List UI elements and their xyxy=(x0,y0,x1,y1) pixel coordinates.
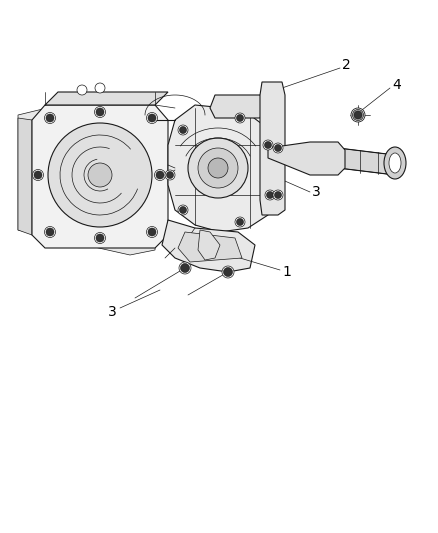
Circle shape xyxy=(180,263,189,272)
Polygon shape xyxy=(177,232,241,262)
Circle shape xyxy=(94,107,105,117)
Circle shape xyxy=(264,141,271,149)
Circle shape xyxy=(88,163,112,187)
Circle shape xyxy=(48,123,152,227)
Circle shape xyxy=(165,170,175,180)
Circle shape xyxy=(146,227,157,238)
Polygon shape xyxy=(168,105,277,232)
Ellipse shape xyxy=(388,153,400,173)
Polygon shape xyxy=(267,142,344,175)
Circle shape xyxy=(77,85,87,95)
Circle shape xyxy=(262,140,272,150)
Circle shape xyxy=(34,171,42,179)
Text: 4: 4 xyxy=(391,78,400,92)
Circle shape xyxy=(223,268,232,277)
Text: 1: 1 xyxy=(281,265,290,279)
Circle shape xyxy=(32,169,43,181)
Circle shape xyxy=(148,114,155,122)
Circle shape xyxy=(96,234,104,242)
Circle shape xyxy=(96,108,104,116)
Circle shape xyxy=(222,266,233,278)
Circle shape xyxy=(177,205,187,215)
Ellipse shape xyxy=(383,147,405,179)
Polygon shape xyxy=(198,230,219,260)
Circle shape xyxy=(148,228,155,236)
Circle shape xyxy=(44,227,55,238)
Circle shape xyxy=(179,126,186,133)
Circle shape xyxy=(266,191,273,198)
Circle shape xyxy=(179,206,186,214)
Polygon shape xyxy=(18,118,32,235)
Polygon shape xyxy=(32,105,168,248)
Circle shape xyxy=(234,217,244,227)
Polygon shape xyxy=(45,92,168,105)
Circle shape xyxy=(274,144,281,151)
Text: 3: 3 xyxy=(311,185,320,199)
Circle shape xyxy=(44,112,55,124)
Circle shape xyxy=(234,113,244,123)
Circle shape xyxy=(166,172,173,179)
Circle shape xyxy=(272,143,283,153)
Text: 3: 3 xyxy=(108,305,117,319)
Circle shape xyxy=(146,112,157,124)
Circle shape xyxy=(236,219,243,225)
Circle shape xyxy=(46,228,54,236)
Circle shape xyxy=(208,158,227,178)
Polygon shape xyxy=(337,148,394,175)
Circle shape xyxy=(236,115,243,122)
Text: 2: 2 xyxy=(341,58,350,72)
Circle shape xyxy=(274,191,281,198)
Polygon shape xyxy=(162,220,254,272)
Circle shape xyxy=(155,171,164,179)
Circle shape xyxy=(94,232,105,244)
Circle shape xyxy=(352,109,363,120)
Circle shape xyxy=(95,83,105,93)
Polygon shape xyxy=(259,82,284,215)
Circle shape xyxy=(272,190,283,200)
Polygon shape xyxy=(209,95,265,118)
Circle shape xyxy=(187,138,247,198)
Circle shape xyxy=(177,125,187,135)
Circle shape xyxy=(46,114,54,122)
Circle shape xyxy=(198,148,237,188)
Circle shape xyxy=(154,169,165,181)
Circle shape xyxy=(350,108,364,122)
Polygon shape xyxy=(18,100,159,255)
Circle shape xyxy=(179,262,191,274)
Circle shape xyxy=(353,111,361,119)
Circle shape xyxy=(265,190,274,200)
